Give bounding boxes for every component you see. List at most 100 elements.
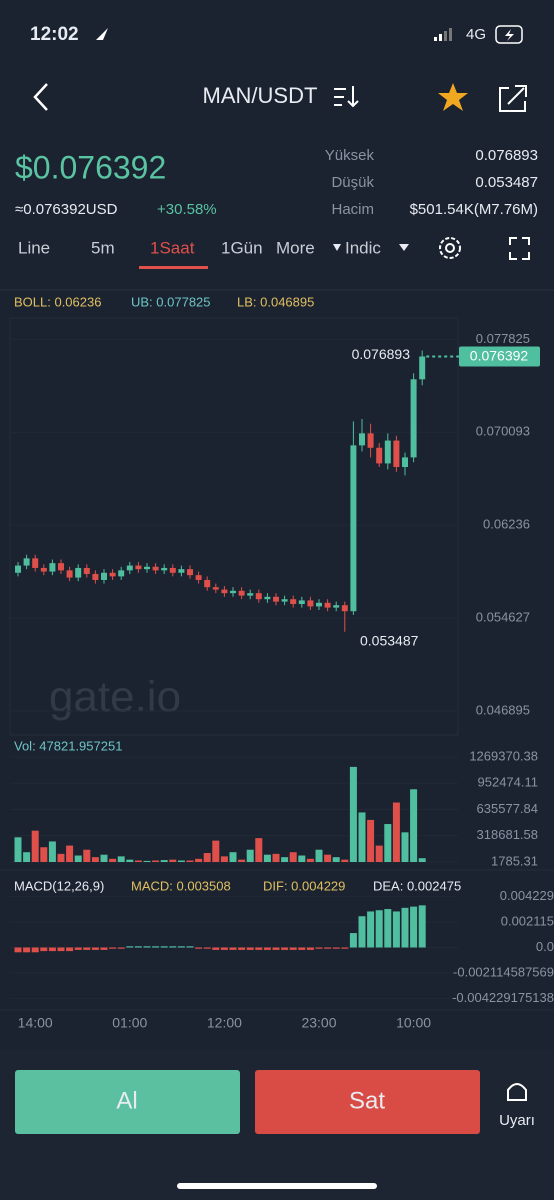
candle-body (316, 602, 322, 607)
bar (109, 858, 117, 862)
bar (74, 855, 82, 862)
candle-body (169, 567, 176, 573)
bar (57, 853, 65, 862)
candle-body (75, 567, 82, 578)
bar (160, 860, 168, 862)
price-change: +30.58% (157, 201, 217, 218)
candle-body (101, 572, 107, 580)
stat-value: $501.54K(M7.76M) (410, 201, 538, 218)
favorite-star[interactable] (438, 83, 468, 111)
bar (126, 946, 134, 948)
bar (238, 947, 246, 950)
candle-body (204, 579, 211, 588)
candle-body (367, 433, 374, 448)
bar (83, 947, 91, 950)
candle-body (135, 565, 142, 570)
y-tick-label: 635577.84 (477, 801, 538, 816)
alert-label[interactable]: Uyarı (499, 1112, 535, 1129)
y-tick-label: 0.002115 (501, 914, 554, 929)
share-icon[interactable] (499, 85, 527, 112)
y-tick-label: 318681.58 (477, 827, 538, 842)
bar (306, 858, 314, 862)
bar (152, 860, 160, 862)
macd-legend: MACD: 0.003508 (131, 878, 231, 893)
candle-body (118, 570, 125, 577)
candle-body (40, 567, 47, 572)
bar (315, 849, 323, 862)
candle-body (49, 563, 56, 572)
bar (315, 947, 323, 949)
candle-body (66, 570, 73, 578)
tab[interactable]: Indic (345, 238, 381, 257)
settings-icon[interactable] (439, 237, 461, 259)
bar (203, 853, 211, 862)
panel-title: MACD(12,26,9) (14, 878, 104, 893)
y-tick-label: 0.054627 (476, 610, 530, 625)
bar (48, 947, 56, 952)
bar (220, 947, 228, 950)
bar (332, 857, 340, 862)
stat-label: Hacim (331, 201, 374, 218)
bar (14, 947, 22, 953)
macd-legend: DIF: 0.004229 (263, 878, 345, 893)
bar (246, 849, 254, 862)
bar (263, 854, 271, 862)
bar (281, 857, 289, 862)
y-tick-label: 0.004229 (500, 888, 554, 903)
fullscreen-icon[interactable] (509, 237, 530, 260)
bar (177, 946, 185, 948)
bar (255, 838, 263, 862)
switch-icon[interactable] (334, 86, 359, 108)
candle-body (384, 440, 391, 464)
network: 4G (466, 26, 486, 43)
tab[interactable]: 1Saat (150, 238, 195, 257)
bar (74, 947, 82, 950)
bar (341, 859, 349, 862)
bar (281, 947, 289, 950)
bar (272, 947, 280, 950)
candle-body (402, 457, 408, 468)
tab[interactable]: 1Gün (221, 238, 263, 257)
tab[interactable]: More (276, 238, 315, 257)
bar (392, 911, 400, 948)
candle-body (144, 566, 150, 570)
buy-label[interactable]: Al (116, 1087, 137, 1114)
bar (100, 854, 108, 862)
home-indicator (177, 1183, 377, 1189)
buy-button[interactable] (15, 1070, 240, 1134)
back-button[interactable] (33, 83, 48, 111)
candle-body (264, 596, 271, 600)
bar (40, 847, 48, 862)
candle-body (255, 593, 262, 600)
indic-arrow[interactable] (399, 244, 409, 251)
bar (289, 852, 297, 862)
stat-value: 0.053487 (475, 174, 538, 191)
more-arrow[interactable] (333, 244, 341, 251)
bar (203, 947, 211, 949)
tab[interactable]: Line (18, 238, 50, 257)
candle-body (350, 445, 357, 612)
bar (272, 853, 280, 862)
sell-button[interactable] (255, 1070, 480, 1134)
tab[interactable]: 5m (91, 238, 115, 257)
alert-icon[interactable] (507, 1083, 527, 1101)
candle-body (419, 356, 426, 380)
bar (298, 855, 306, 862)
bar (195, 858, 203, 862)
bar (23, 947, 31, 953)
bar (91, 857, 99, 862)
candle-body (298, 600, 305, 605)
bar (324, 854, 332, 862)
bar (384, 909, 392, 948)
candle-body (273, 596, 279, 602)
bar (384, 824, 392, 862)
candle-body (393, 440, 400, 468)
bar (186, 946, 194, 948)
stat-label: Yüksek (325, 147, 375, 164)
y-tick-label: 0.06236 (483, 517, 530, 532)
bar (358, 812, 366, 862)
sell-label[interactable]: Sat (349, 1087, 385, 1114)
bar (418, 858, 426, 862)
bar (14, 837, 22, 862)
bar (169, 859, 177, 862)
